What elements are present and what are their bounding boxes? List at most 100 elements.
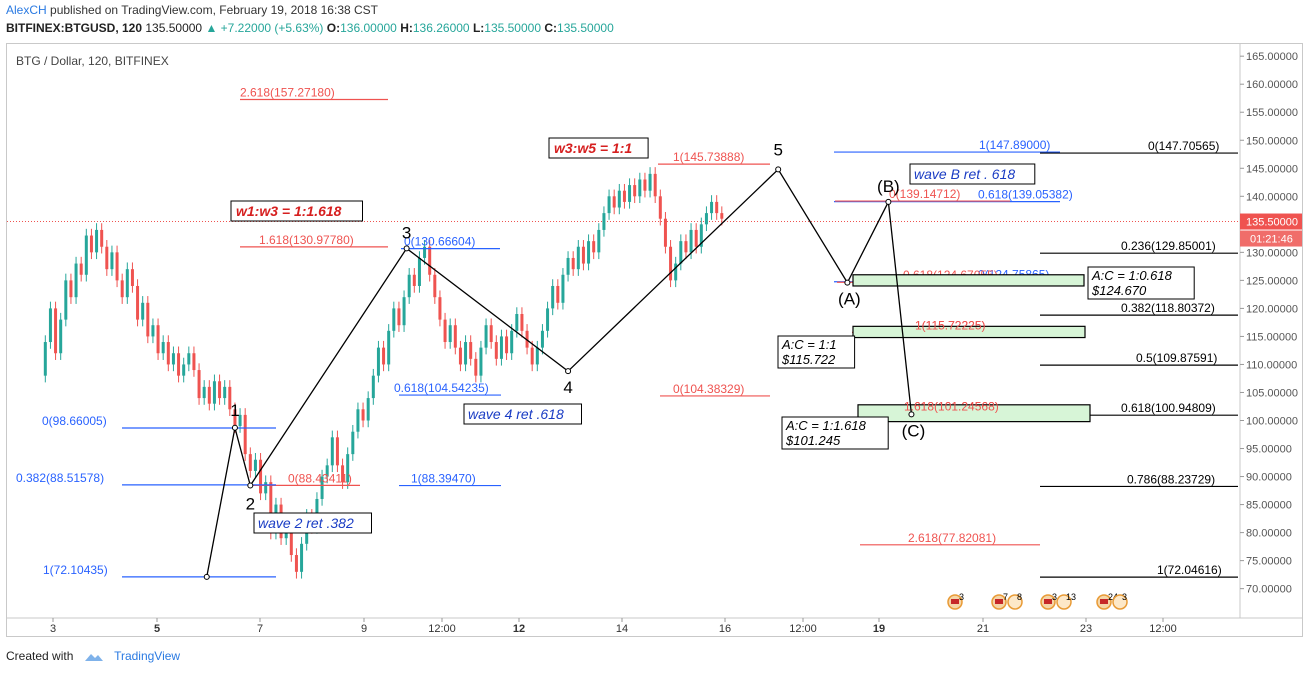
candle-body (643, 179, 647, 191)
event-flag-icon[interactable] (1056, 594, 1072, 610)
candle-body (341, 465, 345, 483)
candle-body (376, 347, 380, 376)
candle-body (689, 229, 693, 253)
candle-body (474, 358, 478, 376)
event-flag-icon[interactable] (1112, 594, 1128, 610)
candle-body (505, 336, 509, 354)
candle-body (351, 431, 355, 455)
candle-body (64, 280, 68, 320)
fib-level-label: 1(145.73888) (673, 150, 744, 164)
candle-body (520, 314, 524, 331)
symbol-header: BITFINEX:BTGUSD, 120 135.50000 ▲ +7.2200… (6, 21, 614, 35)
candle-body (371, 375, 375, 399)
candle-body (530, 347, 534, 365)
candle-body (79, 263, 83, 275)
price-tick-label: 160.00000 (1246, 79, 1298, 91)
candle-body (587, 241, 591, 264)
candle-body (207, 386, 211, 404)
candle-body (156, 325, 160, 354)
tradingview-link[interactable]: TradingView (114, 649, 181, 663)
annotation-box (463, 403, 582, 425)
wave-label: (C) (902, 421, 926, 440)
candle-body (125, 269, 129, 298)
candle-body (433, 274, 437, 298)
candle-body (238, 414, 242, 427)
annotation-ac-price: $101.245 (785, 433, 841, 448)
price-tick-label: 105.00000 (1246, 387, 1298, 399)
candle-body (187, 353, 191, 365)
time-tick-label: 19 (873, 623, 885, 635)
time-tick-label: 12:00 (1149, 623, 1177, 635)
time-tick-label: 5 (154, 623, 160, 635)
candle-body (607, 196, 611, 214)
candle-body (253, 459, 257, 471)
price-tick-label: 95.00000 (1246, 444, 1292, 456)
candle-body (335, 437, 339, 466)
price-tick-label: 110.00000 (1246, 359, 1297, 371)
fib-level-label: 1(72.04616) (1157, 563, 1222, 577)
candle-body (105, 246, 109, 270)
annotation-box (781, 416, 889, 450)
author-link[interactable]: AlexCH (6, 3, 47, 17)
annotation-ac-price: $115.722 (781, 352, 836, 367)
candle-body (84, 235, 88, 275)
candle-body (110, 252, 114, 270)
candle-body (356, 409, 360, 432)
price-tick-label: 145.00000 (1246, 163, 1298, 175)
candle-body (387, 330, 391, 365)
candle-body (597, 229, 601, 253)
price-tick-label: 165.00000 (1246, 51, 1298, 63)
event-badge-count: 3 (959, 592, 964, 602)
candle-body (510, 330, 514, 354)
time-tick-label: 12:00 (428, 623, 456, 635)
candle-body (212, 381, 216, 404)
candle-body (197, 370, 201, 399)
candle-body (130, 269, 134, 286)
time-tick-label: 23 (1080, 623, 1092, 635)
symbol-label: BITFINEX:BTGUSD, 120 (6, 21, 143, 35)
event-flag-icon[interactable] (1007, 594, 1023, 610)
high-value: 136.26000 (412, 21, 470, 35)
candle-body (694, 229, 698, 247)
candle-body (602, 213, 606, 230)
event-badge-count: 8 (1017, 592, 1022, 602)
time-tick-label: 9 (361, 623, 367, 635)
fib-level-label: 1.618(101.24568) (904, 399, 999, 413)
candle-body (679, 241, 683, 264)
fib-level-label: 2.618(157.27180) (240, 86, 335, 100)
open-label: O: (326, 21, 341, 35)
fib-level-label: 0(139.14712) (889, 187, 960, 201)
chart-frame[interactable] (6, 43, 1303, 637)
footer: Created with TradingView (6, 649, 180, 663)
candle-body (622, 190, 626, 202)
candle-body (669, 246, 673, 281)
candle-body (571, 257, 575, 270)
annotation-ratio: w1:w3 = 1:1.618 (236, 203, 342, 219)
candle-body (48, 308, 52, 343)
fib-level-label: 0(130.66604) (404, 235, 475, 249)
candle-body (448, 325, 452, 343)
wave-point (247, 482, 254, 489)
candle-body (648, 173, 652, 191)
fib-level-label: 0.618(100.94809) (1121, 401, 1216, 415)
tradingview-cloud-icon (84, 653, 103, 661)
annotation-wave-ret: wave 4 ret .618 (468, 406, 564, 422)
candle-body (182, 364, 186, 376)
time-tick-label: 14 (616, 623, 628, 635)
wave-point (908, 411, 915, 418)
annotation-box (1087, 266, 1195, 300)
candle-body (346, 454, 350, 483)
fib-level-label: 0(88.43411) (288, 471, 352, 485)
price-tick-label: 120.00000 (1246, 303, 1298, 315)
wave-label: (A) (838, 290, 861, 309)
time-tick-label: 3 (50, 623, 56, 635)
candle-body (628, 185, 632, 202)
candle-body (259, 459, 263, 494)
candle-body (576, 246, 580, 270)
annotation-wave-ret: wave 2 ret .382 (258, 515, 354, 531)
candle-body (617, 190, 621, 208)
fib-level-label: 0(147.70565) (1148, 139, 1219, 153)
price-tick-label: 85.00000 (1246, 500, 1292, 512)
candle-body (166, 342, 170, 365)
